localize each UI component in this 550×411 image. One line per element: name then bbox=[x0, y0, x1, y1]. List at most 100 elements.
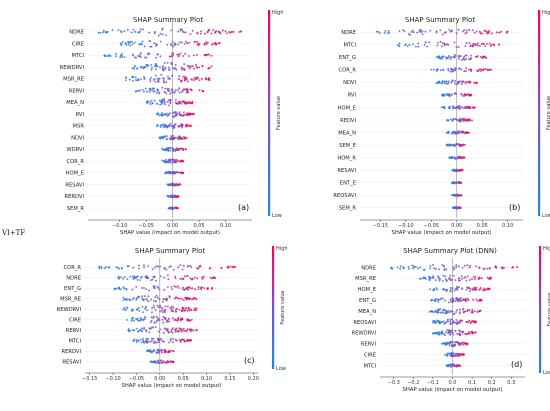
feature-points-reosavi bbox=[450, 193, 463, 197]
shap-point bbox=[108, 266, 111, 269]
shap-point bbox=[485, 29, 487, 32]
shap-point bbox=[176, 112, 179, 115]
shap-point bbox=[476, 70, 479, 72]
shap-point bbox=[454, 118, 457, 121]
shap-point bbox=[377, 30, 380, 33]
shap-point bbox=[455, 319, 458, 321]
shap-point bbox=[178, 53, 181, 56]
shap-point bbox=[189, 319, 192, 322]
chart-title: SHAP Summary Plot (DNN) bbox=[403, 247, 497, 255]
shap-point bbox=[159, 125, 162, 128]
shap-point bbox=[144, 66, 147, 69]
shap-point bbox=[188, 309, 191, 312]
shap-point bbox=[460, 83, 463, 85]
shap-point bbox=[159, 265, 162, 268]
shap-point bbox=[173, 297, 176, 300]
shap-point bbox=[182, 299, 185, 302]
shap-point bbox=[456, 81, 459, 84]
shap-point bbox=[207, 67, 210, 70]
x-tick-label: 0.15 bbox=[224, 376, 235, 382]
shap-point bbox=[457, 57, 460, 60]
shap-point bbox=[105, 266, 108, 269]
shap-point bbox=[449, 58, 452, 61]
shap-point bbox=[450, 67, 453, 70]
shap-point bbox=[194, 288, 197, 291]
shap-point bbox=[208, 67, 211, 70]
shap-point bbox=[463, 58, 466, 61]
shap-point bbox=[179, 52, 182, 55]
shap-point bbox=[464, 69, 467, 72]
shap-point bbox=[448, 28, 451, 31]
shap-point bbox=[119, 42, 122, 45]
shap-point bbox=[461, 266, 464, 269]
shap-point bbox=[131, 317, 134, 320]
shap-point bbox=[123, 287, 126, 290]
shap-point bbox=[443, 268, 446, 271]
shap-point bbox=[479, 44, 481, 47]
shap-point bbox=[137, 330, 140, 333]
shap-point bbox=[140, 66, 143, 69]
shap-point bbox=[152, 299, 155, 302]
shap-point bbox=[442, 288, 445, 290]
shap-point bbox=[167, 320, 170, 323]
colorbar-title: Feature value bbox=[280, 290, 286, 324]
shap-point bbox=[151, 268, 154, 271]
feature-label: REWDRVI bbox=[57, 307, 82, 313]
shap-point bbox=[445, 290, 448, 292]
shap-point bbox=[165, 81, 168, 84]
shap-point bbox=[191, 100, 194, 103]
shap-point bbox=[127, 298, 130, 301]
shap-point bbox=[463, 29, 466, 32]
shap-point bbox=[461, 168, 464, 171]
shap-point bbox=[167, 170, 170, 173]
x-axis-label: SHAP value (impact on model output) bbox=[120, 230, 220, 236]
shap-point bbox=[113, 288, 116, 291]
shap-point bbox=[441, 57, 444, 60]
shap-point bbox=[205, 77, 207, 80]
shap-point bbox=[424, 277, 427, 280]
shap-point bbox=[125, 298, 128, 301]
shap-point bbox=[447, 80, 450, 83]
shap-point bbox=[458, 106, 461, 109]
shap-point bbox=[141, 297, 144, 300]
shap-point bbox=[153, 287, 156, 290]
shap-point bbox=[167, 89, 169, 92]
shap-point bbox=[462, 95, 465, 97]
shap-point bbox=[134, 76, 137, 79]
shap-point bbox=[459, 156, 462, 159]
shap-point bbox=[468, 28, 471, 31]
shap-point bbox=[156, 89, 159, 92]
shap-point bbox=[449, 298, 452, 301]
shap-point bbox=[188, 125, 191, 128]
feature-points-wdrvi bbox=[161, 146, 187, 153]
shap-point bbox=[170, 29, 173, 32]
shap-point bbox=[173, 184, 176, 187]
shap-point bbox=[433, 321, 436, 324]
shap-point bbox=[174, 161, 177, 164]
shap-point bbox=[153, 90, 156, 93]
shap-point bbox=[455, 182, 458, 184]
shap-panel-3: SHAP Summary Plot COR_R NDRE ENT_G MSR_RE REW… bbox=[57, 246, 288, 389]
shap-point bbox=[383, 31, 386, 34]
shap-point bbox=[160, 111, 163, 114]
shap-point bbox=[165, 321, 168, 323]
shap-point bbox=[439, 56, 442, 59]
shap-point bbox=[134, 65, 136, 68]
shap-point bbox=[456, 322, 459, 325]
shap-point bbox=[471, 310, 474, 313]
shap-point bbox=[433, 289, 436, 292]
shap-point bbox=[173, 137, 176, 140]
shap-point bbox=[407, 267, 410, 270]
shap-point bbox=[168, 207, 171, 210]
shap-point bbox=[157, 34, 160, 37]
shap-point bbox=[399, 267, 402, 270]
shap-point bbox=[447, 55, 450, 57]
shap-point bbox=[140, 276, 143, 279]
shap-point bbox=[149, 101, 152, 103]
shap-point bbox=[219, 32, 222, 35]
x-tick-label: −0.3 bbox=[388, 380, 400, 386]
shap-point bbox=[180, 41, 183, 44]
shap-point bbox=[396, 266, 399, 269]
x-axis-label: SHAP value (impact on model output) bbox=[392, 230, 492, 236]
shap-point bbox=[121, 56, 124, 59]
